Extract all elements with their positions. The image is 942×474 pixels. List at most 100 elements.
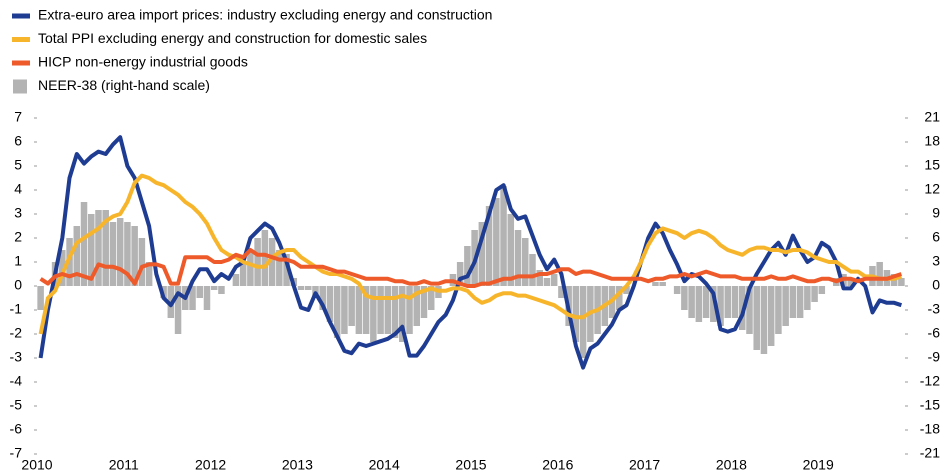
legend-label: Total PPI excluding energy and construct… — [38, 30, 427, 46]
bar — [898, 278, 905, 286]
bar — [384, 286, 392, 334]
bar — [767, 286, 775, 346]
bar — [521, 238, 529, 286]
line — [38, 135, 903, 370]
bar — [304, 286, 312, 290]
bar — [406, 286, 413, 334]
bar — [724, 286, 732, 318]
legend-swatch — [13, 79, 27, 94]
bar — [789, 286, 797, 318]
y2-tick-label: -12 — [920, 373, 940, 389]
bar — [276, 250, 283, 286]
bar — [746, 286, 753, 334]
bar — [652, 282, 659, 286]
bar — [37, 286, 44, 310]
bar — [102, 210, 109, 286]
bar — [876, 262, 883, 286]
x-tick-label: 2011 — [109, 457, 139, 473]
bar — [341, 286, 348, 334]
y-tick-label: 5 — [14, 157, 22, 173]
bar — [616, 286, 623, 310]
bar — [811, 286, 818, 302]
bar — [543, 278, 551, 286]
bar — [348, 286, 355, 326]
bar — [529, 254, 536, 286]
bar — [124, 222, 131, 286]
y-tick-label: 7 — [14, 109, 22, 125]
bar — [59, 250, 66, 286]
bar — [514, 230, 522, 286]
bar — [370, 286, 377, 342]
bar — [782, 286, 789, 326]
bar — [464, 246, 471, 286]
bar — [297, 286, 305, 290]
legend-label: NEER-38 (right-hand scale) — [38, 77, 210, 93]
legend-label: HICP non-energy industrial goods — [38, 54, 248, 70]
bar — [420, 286, 428, 318]
bar — [550, 274, 558, 286]
bar — [203, 286, 211, 310]
bar — [796, 286, 804, 318]
y2-tick-label: 18 — [924, 133, 940, 149]
bar — [116, 218, 124, 286]
y2-tick-label: -6 — [928, 325, 941, 341]
line — [38, 173, 903, 335]
bar — [427, 286, 435, 310]
bar — [623, 286, 630, 294]
bar — [500, 186, 507, 286]
y-tick-label: -4 — [10, 373, 23, 389]
bar — [218, 286, 225, 294]
y-tick-label: -7 — [10, 445, 23, 461]
bar — [362, 286, 370, 334]
y-tick-label: -1 — [10, 301, 23, 317]
y2-tick-label: -15 — [920, 397, 940, 413]
bar — [355, 286, 363, 334]
bar — [109, 222, 117, 286]
y2-tick-label: 3 — [932, 253, 940, 269]
bar — [210, 286, 218, 290]
y-tick-label: -2 — [10, 325, 23, 341]
y-tick-label: -3 — [10, 349, 23, 365]
bar — [80, 202, 88, 286]
bar — [688, 286, 695, 318]
bar — [399, 286, 406, 342]
bar — [659, 282, 666, 286]
bar — [189, 286, 196, 310]
y-tick-label: 0 — [14, 277, 22, 293]
y2-tick-label: 12 — [924, 181, 940, 197]
bar — [485, 206, 493, 286]
bar — [507, 214, 515, 286]
bar — [775, 286, 782, 334]
bar — [326, 286, 334, 322]
x-tick-label: 2012 — [195, 457, 226, 473]
bar — [95, 210, 102, 286]
bar — [818, 286, 826, 294]
bar — [391, 286, 399, 338]
bar — [138, 238, 146, 286]
bar — [319, 286, 326, 310]
bar — [73, 226, 81, 286]
y2-tick-label: -21 — [920, 445, 940, 461]
bar — [413, 286, 421, 326]
bar — [847, 278, 855, 286]
bar — [174, 286, 182, 334]
bar — [232, 274, 240, 286]
bar — [261, 230, 269, 286]
bar — [572, 286, 580, 342]
bar — [247, 250, 254, 286]
bar — [673, 286, 681, 294]
y2-tick-label: -3 — [928, 301, 941, 317]
bar — [804, 286, 811, 310]
bar — [579, 286, 587, 358]
bar — [717, 286, 724, 326]
bar — [333, 286, 341, 338]
y2-tick-label: 6 — [932, 229, 940, 245]
y-tick-label: 3 — [14, 205, 22, 221]
y-tick-label: 2 — [14, 229, 22, 245]
y-tick-label: -6 — [10, 421, 23, 437]
x-tick-label: 2019 — [803, 457, 834, 473]
bar — [196, 286, 204, 298]
x-tick-label: 2014 — [369, 457, 400, 473]
y2-tick-label: 0 — [932, 277, 940, 293]
y2-tick-label: -9 — [928, 349, 941, 365]
